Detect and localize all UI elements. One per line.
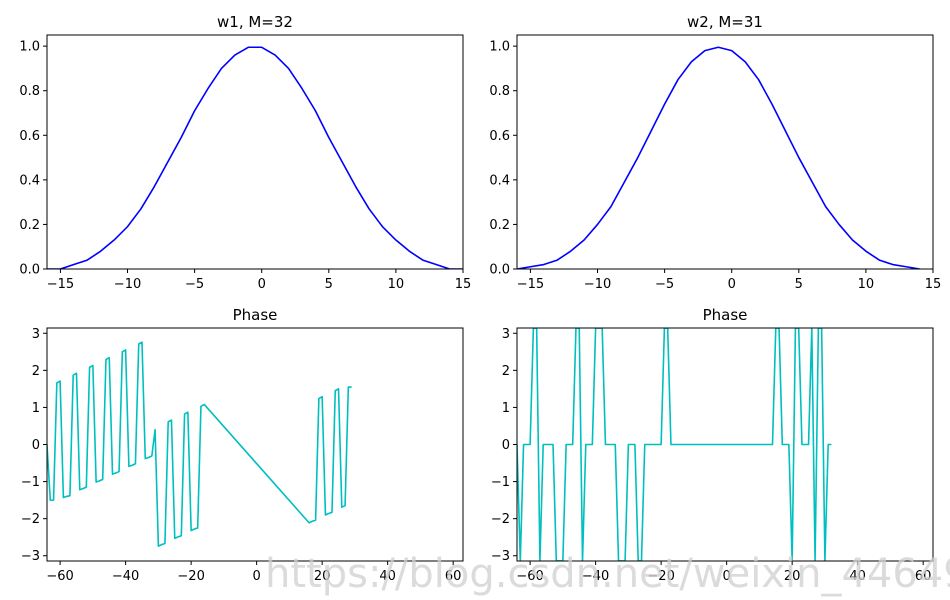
x-tick-label: 5 xyxy=(795,277,803,292)
y-tick-label: 3 xyxy=(502,327,510,342)
x-tick-label: 10 xyxy=(858,277,875,292)
chart-title-w2: w2, M=31 xyxy=(687,13,763,31)
x-tick-label: 60 xyxy=(445,569,462,584)
y-tick-label: −2 xyxy=(21,512,40,527)
x-tick-label: −5 xyxy=(185,277,204,292)
y-tick-label: −1 xyxy=(491,475,510,490)
x-tick-label: 40 xyxy=(849,569,866,584)
x-tick-label: 0 xyxy=(728,277,736,292)
series-line-phase2 xyxy=(517,328,832,561)
series-line-w1 xyxy=(47,46,463,269)
y-tick-label: −3 xyxy=(491,549,510,564)
chart-title-phase2: Phase xyxy=(703,306,748,324)
x-tick-label: 10 xyxy=(388,277,405,292)
x-tick-label: 0 xyxy=(258,277,266,292)
x-tick-label: −60 xyxy=(46,569,73,584)
chart-title-phase1: Phase xyxy=(233,306,278,324)
x-tick-label: −10 xyxy=(114,277,141,292)
x-tick-label: −40 xyxy=(582,569,609,584)
x-tick-label: −60 xyxy=(516,569,543,584)
y-tick-label: 2 xyxy=(32,364,40,379)
y-tick-label: 0.4 xyxy=(489,173,510,188)
y-tick-label: 0.2 xyxy=(489,218,510,233)
axes-frame-w2 xyxy=(516,34,934,270)
y-tick-label: 1 xyxy=(502,401,510,416)
y-tick-label: 3 xyxy=(32,327,40,342)
y-tick-label: 0.8 xyxy=(489,84,510,99)
y-tick-label: 0 xyxy=(502,438,510,453)
x-tick-label: 15 xyxy=(455,277,472,292)
x-tick-label: 0 xyxy=(252,569,260,584)
x-tick-label: 0 xyxy=(722,569,730,584)
x-tick-label: −15 xyxy=(517,277,544,292)
watermark-text: https://blog.csdn.net/weixin_44649906 xyxy=(265,551,950,597)
y-tick-label: 1 xyxy=(32,401,40,416)
y-tick-label: 1.0 xyxy=(19,40,40,55)
y-tick-label: −1 xyxy=(21,475,40,490)
y-tick-label: −2 xyxy=(491,512,510,527)
y-tick-label: 0.0 xyxy=(19,263,40,278)
subplot-phase1: −60 −40 −20 0 20 40 60 −3 −2 −1 0 1 2 3 Phase xyxy=(21,306,464,584)
y-tick-label: 0 xyxy=(32,438,40,453)
chart-title-w1: w1, M=32 xyxy=(217,13,293,31)
x-tick-label: −20 xyxy=(177,569,204,584)
series-line-phase1 xyxy=(47,341,352,547)
x-tick-label: −40 xyxy=(112,569,139,584)
x-tick-label: 5 xyxy=(325,277,333,292)
y-tick-label: 0.0 xyxy=(489,263,510,278)
y-tick-label: 0.6 xyxy=(19,129,40,144)
x-tick-label: −20 xyxy=(647,569,674,584)
subplot-w1: −15 −10 −5 0 5 10 15 0.0 0.2 0.4 0.6 0.8 1.0 w1, M=32 xyxy=(19,13,471,292)
x-tick-label: 20 xyxy=(314,569,331,584)
x-tick-label: 40 xyxy=(379,569,396,584)
y-tick-label: 0.8 xyxy=(19,84,40,99)
y-tick-label: 0.6 xyxy=(489,129,510,144)
subplot-w2: −15 −10 −5 0 5 10 15 0.0 0.2 0.4 0.6 0.8 1.0 w2, M=31 xyxy=(489,13,941,292)
y-tick-label: 1.0 xyxy=(489,40,510,55)
x-tick-label: 15 xyxy=(925,277,942,292)
series-line-w2 xyxy=(517,46,920,269)
y-tick-label: −3 xyxy=(21,549,40,564)
y-tick-label: 2 xyxy=(502,364,510,379)
x-tick-label: −15 xyxy=(47,277,74,292)
x-tick-label: −10 xyxy=(584,277,611,292)
y-tick-label: 0.4 xyxy=(19,173,40,188)
x-tick-label: 60 xyxy=(915,569,932,584)
axes-frame-w1 xyxy=(46,34,464,270)
y-tick-label: 0.2 xyxy=(19,218,40,233)
x-tick-label: 20 xyxy=(784,569,801,584)
x-tick-label: −5 xyxy=(655,277,674,292)
subplot-phase2: −60 −40 −20 0 20 40 60 −3 −2 −1 0 1 2 3 Phase xyxy=(491,306,934,584)
